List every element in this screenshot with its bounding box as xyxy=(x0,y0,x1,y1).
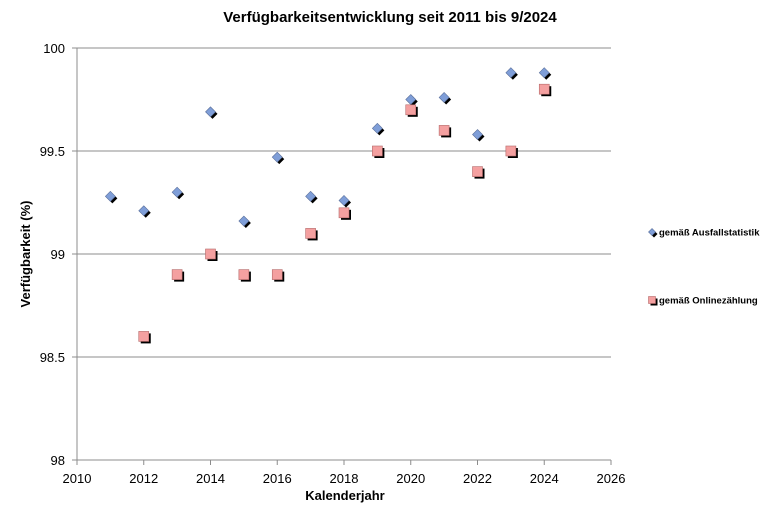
ausfallstatistik-point-2018 xyxy=(338,195,351,208)
legend-label: gemäß Ausfallstatistik xyxy=(659,228,760,239)
marker-shape xyxy=(472,166,483,177)
y-tick-label: 99 xyxy=(51,247,65,262)
x-tick-label: 2026 xyxy=(597,471,626,486)
x-tick-label: 2022 xyxy=(463,471,492,486)
marker-shape xyxy=(648,228,656,236)
marker-shape xyxy=(505,145,517,157)
ausfallstatistik-point-2012 xyxy=(138,205,151,218)
marker-shape xyxy=(338,207,350,219)
legend: gemäß Ausfallstatistik gemäß Onlinezählun… xyxy=(648,228,760,307)
marker-shape xyxy=(205,106,216,118)
onlinezaehlung-point-2019 xyxy=(372,145,385,158)
marker-shape xyxy=(104,190,116,202)
marker-shape xyxy=(538,83,550,95)
ausfallstatistik-point-2019 xyxy=(371,122,385,136)
marker-shape xyxy=(438,92,450,103)
chart-title: Verfügbarkeitsentwicklung seit 2011 bis … xyxy=(223,9,557,26)
onlinezaehlung-point-2017 xyxy=(305,228,318,241)
ausfallstatistik-point-2023 xyxy=(505,67,518,80)
marker-shape xyxy=(305,228,316,239)
onlinezaehlung-point-2016 xyxy=(271,269,285,282)
marker-shape xyxy=(271,269,283,280)
y-tick-label: 99.5 xyxy=(40,144,65,159)
marker-shape xyxy=(205,248,216,260)
marker-shape xyxy=(171,186,183,198)
marker-shape xyxy=(405,94,417,105)
marker-shape xyxy=(472,129,483,140)
legend-marker xyxy=(648,296,658,306)
x-axis-label: Kalenderjahr xyxy=(305,488,384,503)
onlinezaehlung-point-2023 xyxy=(505,145,518,158)
ausfallstatistik-point-2021 xyxy=(438,92,452,105)
marker-shape xyxy=(648,296,656,304)
x-tick-label: 2016 xyxy=(263,471,292,486)
onlinezaehlung-point-2024 xyxy=(538,83,552,97)
marker-shape xyxy=(138,205,150,217)
legend-item-1: gemäß Ausfallstatistik xyxy=(648,228,760,239)
legend-label: gemäß Onlinezählung xyxy=(659,296,758,307)
onlinezaehlung-point-2013 xyxy=(171,269,185,282)
x-tick-label: 2020 xyxy=(396,471,425,486)
grid-layer xyxy=(77,47,611,358)
ausfallstatistik-point-2013 xyxy=(171,186,185,200)
y-axis-label: Verfügbarkeit (%) xyxy=(18,201,33,308)
ausfallstatistik-point-2017 xyxy=(305,190,318,204)
marker-shape xyxy=(138,331,150,342)
marker-shape xyxy=(371,122,383,134)
marker-shape xyxy=(438,125,450,136)
ausfallstatistik-point-2016 xyxy=(271,151,285,165)
ausfallstatistik-point-2015 xyxy=(238,215,251,229)
ausfallstatistik-point-2014 xyxy=(205,106,218,119)
marker-shape xyxy=(305,190,317,202)
ausfallstatistik-point-2020 xyxy=(405,94,418,107)
marker-shape xyxy=(238,215,250,227)
x-tick-label: 2012 xyxy=(129,471,158,486)
onlinezaehlung-point-2020 xyxy=(405,104,418,117)
ausfallstatistik-point-2011 xyxy=(104,190,118,204)
x-tick-label: 2014 xyxy=(196,471,225,486)
series-2 xyxy=(138,83,552,344)
tick-labels: 98 98.5 99 99.5 100 2010 2012 2014 2016 2018 2020 2… xyxy=(40,41,626,486)
legend-marker xyxy=(648,228,658,238)
marker-shape xyxy=(171,269,183,280)
onlinezaehlung-point-2015 xyxy=(238,269,251,282)
x-tick-label: 2024 xyxy=(530,471,559,486)
onlinezaehlung-point-2018 xyxy=(338,207,351,220)
onlinezaehlung-point-2021 xyxy=(438,125,452,138)
onlinezaehlung-point-2012 xyxy=(138,331,151,344)
marker-shape xyxy=(538,67,550,79)
y-tick-label: 98.5 xyxy=(40,350,65,365)
y-tick-label: 98 xyxy=(51,453,65,468)
marker-shape xyxy=(238,269,250,280)
data-points xyxy=(104,67,552,344)
onlinezaehlung-point-2022 xyxy=(472,166,485,179)
ausfallstatistik-point-2022 xyxy=(472,129,485,142)
ausfallstatistik-point-2024 xyxy=(538,67,552,80)
y-tick-label: 100 xyxy=(43,41,65,56)
marker-shape xyxy=(405,104,417,116)
series-1 xyxy=(104,67,552,229)
marker-shape xyxy=(271,151,283,163)
marker-shape xyxy=(338,195,350,206)
legend-item-2: gemäß Onlinezählung xyxy=(648,296,758,307)
x-tick-label: 2018 xyxy=(330,471,359,486)
x-tick-label: 2010 xyxy=(63,471,92,486)
onlinezaehlung-point-2014 xyxy=(205,248,218,261)
marker-shape xyxy=(372,145,383,157)
marker-shape xyxy=(505,67,517,79)
